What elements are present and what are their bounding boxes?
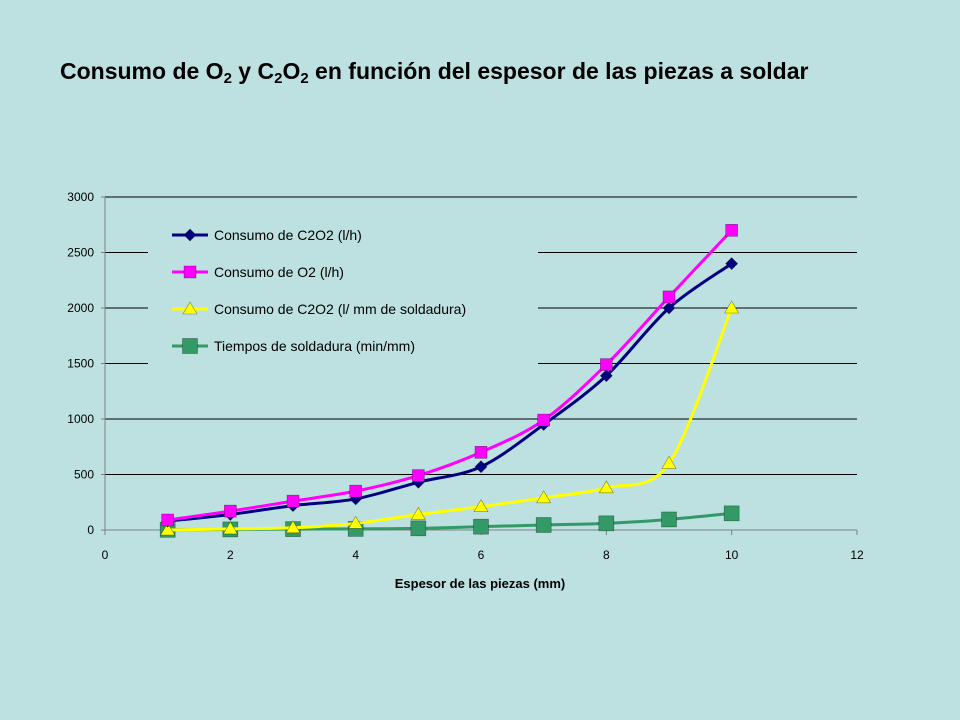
y-tick-label: 500 — [74, 468, 94, 482]
data-point-square — [723, 505, 740, 522]
title-subscript: 2 — [300, 70, 309, 87]
data-point-triangle — [285, 520, 301, 534]
data-point-square — [412, 469, 425, 482]
x-tick-label: 4 — [352, 548, 359, 562]
legend-label: Consumo de C2O2 (l/h) — [214, 227, 362, 243]
slide-title: Consumo de O2 y C2O2 en función del espe… — [60, 56, 920, 86]
legend-box — [148, 213, 538, 369]
data-point-square — [535, 517, 552, 533]
x-axis-label: Espesor de las piezas (mm) — [395, 576, 566, 591]
legend-label: Tiempos de soldadura (min/mm) — [214, 338, 415, 354]
data-point-triangle — [410, 506, 426, 520]
data-point-triangle — [222, 521, 238, 535]
data-point-diamond — [725, 257, 739, 271]
legend-label: Consumo de C2O2 (l/ mm de soldadura) — [214, 301, 466, 317]
y-tick-label: 1500 — [67, 357, 94, 371]
data-point-triangle — [182, 301, 198, 315]
series-2 — [160, 300, 740, 536]
x-tick-label: 0 — [102, 548, 109, 562]
data-point-square — [161, 513, 174, 527]
data-point-square — [410, 520, 427, 537]
plot-area — [159, 224, 740, 538]
legend-item: Consumo de O2 (l/h) — [172, 264, 344, 280]
data-point-triangle — [724, 300, 740, 314]
x-tick-label: 12 — [850, 548, 864, 562]
data-point-triangle — [536, 490, 552, 504]
data-point-square — [286, 494, 300, 508]
series-line — [167, 229, 733, 522]
series-line — [167, 262, 733, 523]
data-point-triangle — [160, 522, 176, 536]
title-subscript: 2 — [223, 70, 232, 87]
legend-item: Consumo de C2O2 (l/ mm de soldadura) — [172, 301, 466, 317]
y-tick-label: 2000 — [67, 301, 94, 315]
title-text: Consumo de O — [60, 58, 224, 84]
data-point-square — [662, 290, 676, 304]
data-point-square — [349, 484, 362, 498]
data-point-diamond — [662, 301, 676, 315]
data-point-triangle — [473, 499, 489, 512]
data-point-square — [600, 358, 613, 371]
data-point-square — [598, 515, 615, 532]
y-tick-label: 0 — [87, 523, 94, 537]
data-point-square — [182, 338, 198, 354]
legend-label: Consumo de O2 (l/h) — [214, 264, 344, 280]
data-point-diamond — [183, 228, 197, 242]
x-tick-label: 6 — [478, 548, 485, 562]
data-point-triangle — [661, 455, 677, 469]
title-text: en función del espesor de las piezas a s… — [308, 58, 809, 84]
title-text: O — [282, 58, 301, 84]
data-point-triangle — [598, 480, 614, 494]
title-subscript: 2 — [274, 70, 283, 87]
series-1 — [161, 224, 738, 527]
data-point-square — [473, 518, 489, 535]
legend-item: Tiempos de soldadura (min/mm) — [172, 338, 415, 354]
x-tick-label: 8 — [603, 548, 610, 562]
data-point-square — [224, 504, 237, 518]
data-point-square — [474, 445, 488, 459]
data-point-square — [661, 511, 677, 528]
data-point-square — [537, 413, 550, 427]
data-point-diamond — [474, 460, 488, 474]
y-tick-label: 3000 — [67, 190, 94, 204]
data-point-square — [183, 265, 197, 279]
legend-item: Consumo de C2O2 (l/h) — [172, 227, 362, 243]
data-point-triangle — [348, 515, 364, 529]
y-tick-label: 2500 — [67, 246, 94, 260]
title-text: y C — [231, 58, 275, 84]
y-tick-label: 1000 — [67, 412, 94, 426]
data-point-square — [725, 224, 738, 237]
x-tick-label: 10 — [725, 548, 739, 562]
data-point-diamond — [599, 369, 613, 383]
x-tick-label: 2 — [227, 548, 234, 562]
legend: Consumo de C2O2 (l/h) Consumo de O2 (l/h)… — [148, 213, 538, 369]
